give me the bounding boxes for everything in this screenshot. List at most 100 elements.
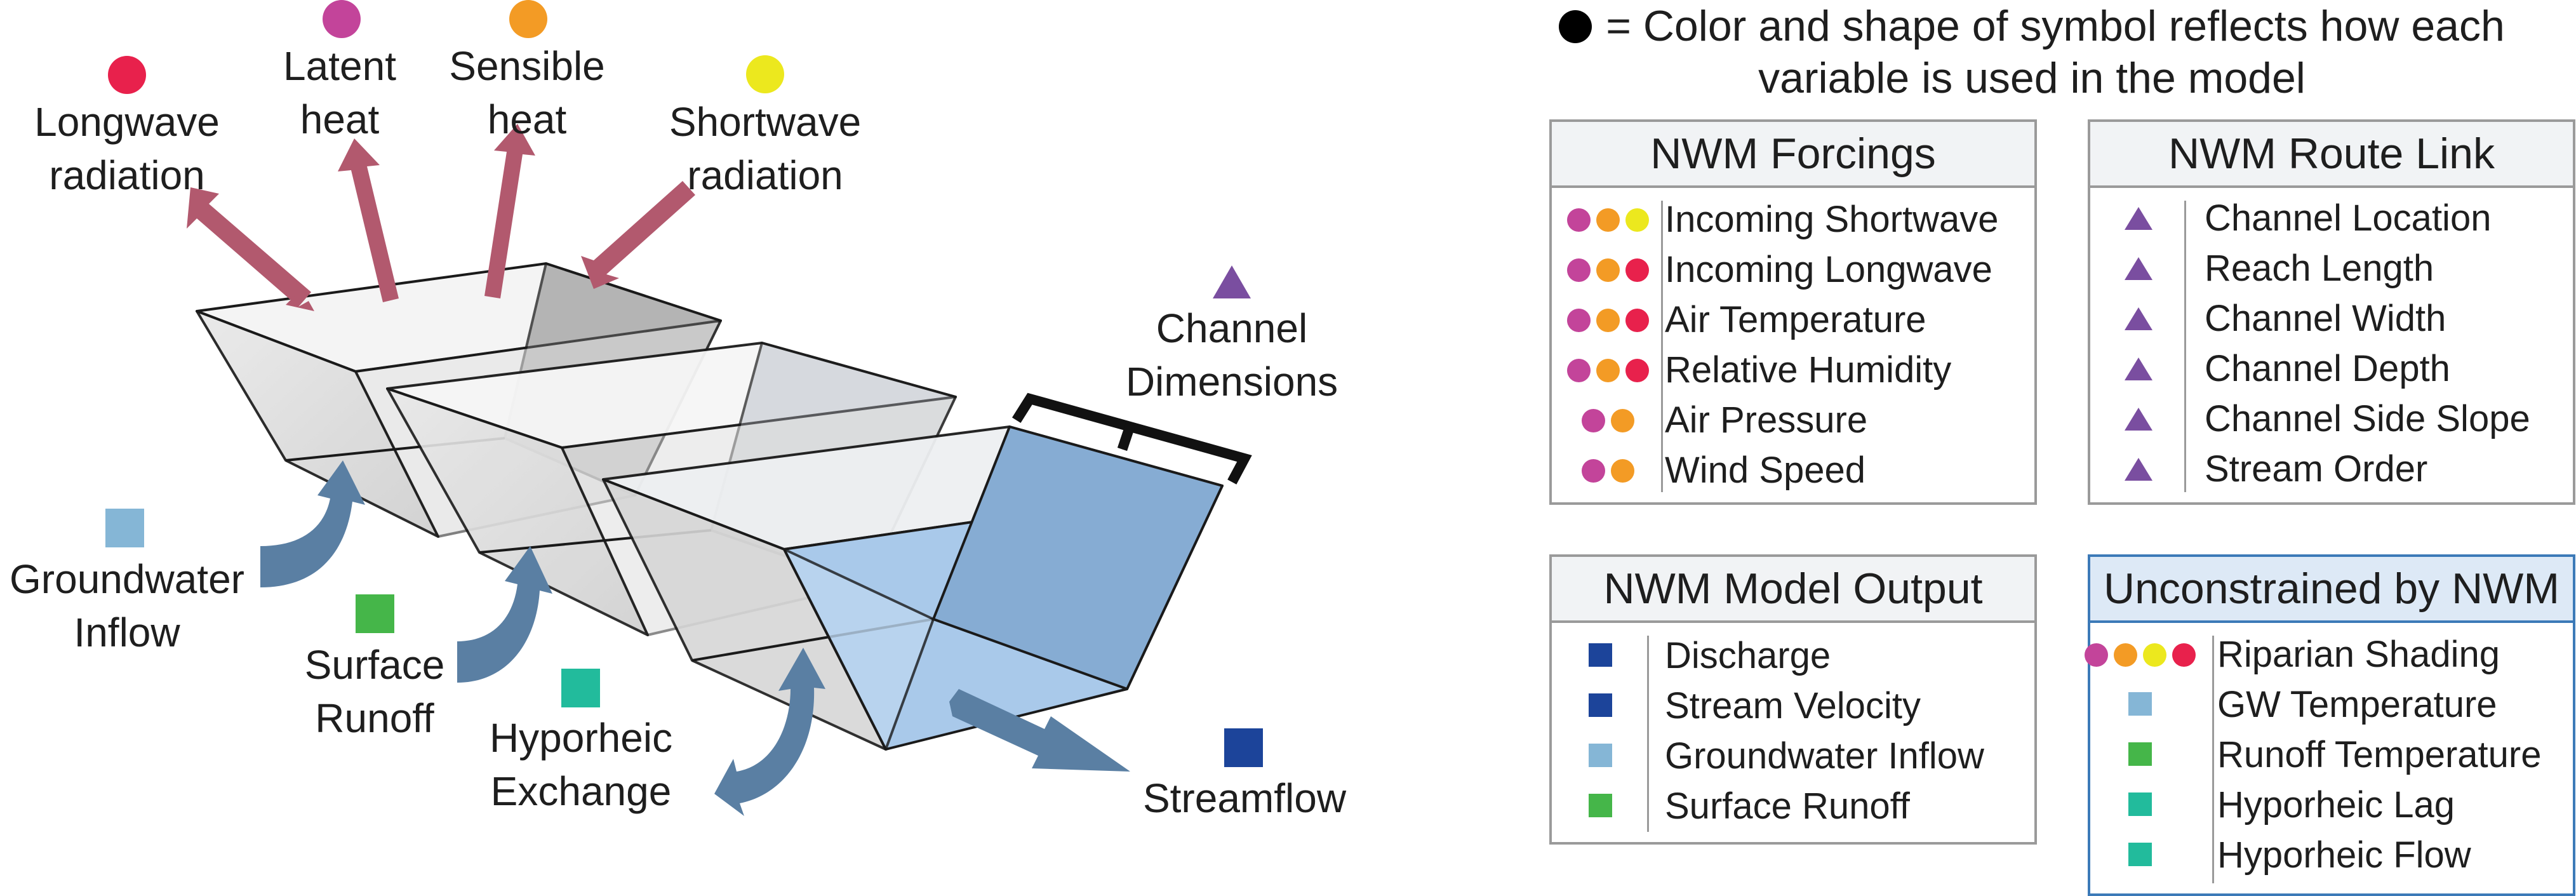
- circle-symbol: [2142, 643, 2166, 667]
- legend-note: = Color and shape of symbol reflects how…: [1556, 0, 2508, 104]
- latent-heat-symbol: [323, 0, 361, 38]
- water-flux-arrows: [260, 460, 1130, 816]
- legend-row-label: Discharge: [1665, 635, 1831, 676]
- circle-symbol: [1625, 359, 1649, 382]
- longwave-arrow: [187, 187, 314, 311]
- circle-symbol: [1625, 258, 1649, 282]
- streamflow-symbol: [1224, 728, 1263, 767]
- circle-symbol: [1596, 258, 1620, 282]
- square-symbol: [1588, 693, 1612, 717]
- circle-symbol: [1596, 359, 1620, 382]
- shortwave-label: Shortwave radiation: [669, 99, 862, 198]
- legend-row-label: Surface Runoff: [1665, 786, 1910, 827]
- circle-symbol: [1610, 409, 1634, 432]
- hyporheic-arrow: [714, 648, 825, 816]
- legend-row-label: Channel Width: [2205, 298, 2446, 339]
- square-symbol: [1588, 643, 1612, 667]
- latent-heat-label: Latent heat: [283, 43, 396, 142]
- legend-row-label: Groundwater Inflow: [1665, 735, 1984, 777]
- longwave-label: Longwave radiation: [34, 99, 220, 198]
- panel-title: NWM Model Output: [1552, 557, 2034, 623]
- legend-row-label: Riparian Shading: [2217, 634, 2500, 675]
- legend-row: Discharge: [1552, 631, 2034, 681]
- label-symbols: [105, 0, 1263, 767]
- shortwave-symbol: [746, 55, 784, 93]
- square-symbol: [2128, 742, 2152, 766]
- legend-row-label: GW Temperature: [2217, 684, 2497, 725]
- circle-symbol: [1566, 208, 1591, 232]
- surface-runoff-symbol: [356, 594, 394, 633]
- legend-row: Channel Width: [2090, 293, 2573, 344]
- legend-row-label: Reach Length: [2205, 248, 2434, 289]
- circle-symbol: [1596, 208, 1620, 232]
- circle-symbol: [2113, 643, 2137, 667]
- legend-row: Incoming Shortwave: [1552, 194, 2034, 244]
- groundwater-label: Groundwater Inflow: [10, 556, 244, 655]
- legend-row: Groundwater Inflow: [1552, 731, 2034, 781]
- panel-body: Incoming Shortwave Incoming Longwave Air T…: [1552, 188, 2034, 505]
- circle-symbol: [1596, 309, 1620, 332]
- legend-row: Stream Order: [2090, 444, 2573, 494]
- sensible-heat-label: Sensible heat: [449, 43, 605, 142]
- hyporheic-symbol: [561, 669, 600, 707]
- groundwater-symbol: [105, 509, 144, 547]
- legend-row-label: Wind Speed: [1665, 450, 1865, 491]
- panel-nwm-route-link: NWM Route Link Channel Location Reach Len…: [2088, 119, 2575, 505]
- surface-runoff-label: Surface Runoff: [304, 642, 445, 741]
- square-symbol: [2128, 792, 2152, 816]
- panel-nwm-forcings: NWM Forcings Incoming Shortwave Incoming …: [1549, 119, 2037, 505]
- legend-row-label: Relative Humidity: [1665, 349, 1952, 391]
- panel-body: Riparian Shading GW Temperature Runoff Tem…: [2084, 623, 2573, 896]
- legend-row-label: Runoff Temperature: [2217, 734, 2542, 775]
- legend-row: Channel Depth: [2090, 344, 2573, 394]
- square-symbol: [1588, 744, 1612, 767]
- circle-symbol: [2084, 643, 2108, 667]
- channel-dimensions-bracket: [1011, 392, 1252, 485]
- legend-row-label: Air Pressure: [1665, 399, 1868, 441]
- circle-symbol: [1566, 359, 1591, 382]
- legend-row: Hyporheic Lag: [2090, 780, 2573, 830]
- legend-note-dot: [1559, 10, 1592, 43]
- latent-heat-arrow: [338, 138, 399, 302]
- longwave-symbol: [108, 56, 146, 94]
- square-symbol: [2128, 843, 2152, 866]
- circle-symbol: [1566, 309, 1591, 332]
- legend-row: Relative Humidity: [1552, 345, 2034, 395]
- groundwater-arrow: [260, 460, 365, 587]
- legend-row-label: Channel Depth: [2205, 348, 2450, 389]
- legend-row-label: Incoming Longwave: [1665, 249, 1992, 290]
- circle-symbol: [1625, 208, 1649, 232]
- legend-row: Wind Speed: [1552, 445, 2034, 495]
- legend-row: Runoff Temperature: [2090, 730, 2573, 780]
- sensible-heat-symbol: [509, 0, 547, 38]
- legend-row: Channel Side Slope: [2090, 394, 2573, 444]
- legend-row: GW Temperature: [2090, 679, 2573, 730]
- legend-note-text: = Color and shape of symbol reflects how…: [1606, 2, 2505, 102]
- legend-row-label: Channel Side Slope: [2205, 398, 2530, 439]
- legend-row: Air Pressure: [1552, 395, 2034, 445]
- legend-row-label: Incoming Shortwave: [1665, 199, 1999, 240]
- channel-segment-3-water: [602, 425, 1224, 751]
- legend-row: Incoming Longwave: [1552, 244, 2034, 295]
- shortwave-arrow: [581, 181, 695, 289]
- stream-heat-budget-diagram: [105, 0, 1263, 816]
- legend-row-label: Stream Velocity: [1665, 685, 1921, 726]
- panel-body: Discharge Stream Velocity Groundwater Infl…: [1552, 623, 2034, 845]
- circle-symbol: [1566, 258, 1591, 282]
- legend-row-label: Hyporheic Flow: [2217, 834, 2471, 876]
- triangle-symbol: [2125, 458, 2152, 481]
- triangle-symbol: [2125, 307, 2152, 330]
- streamflow-arrow: [949, 689, 1130, 772]
- legend-row: Channel Location: [2090, 193, 2573, 243]
- legend-row: Air Temperature: [1552, 295, 2034, 345]
- circle-symbol: [1581, 459, 1605, 483]
- panel-title: NWM Forcings: [1552, 122, 2034, 188]
- triangle-symbol: [2125, 358, 2152, 380]
- circle-symbol: [1610, 459, 1634, 483]
- legend-row-label: Channel Location: [2205, 197, 2492, 239]
- triangle-symbol: [2125, 207, 2152, 230]
- energy-flux-arrows: [187, 124, 695, 311]
- panel-title: NWM Route Link: [2090, 122, 2573, 188]
- channel-dimensions-symbol: [1213, 265, 1251, 298]
- legend-row: Stream Velocity: [1552, 681, 2034, 731]
